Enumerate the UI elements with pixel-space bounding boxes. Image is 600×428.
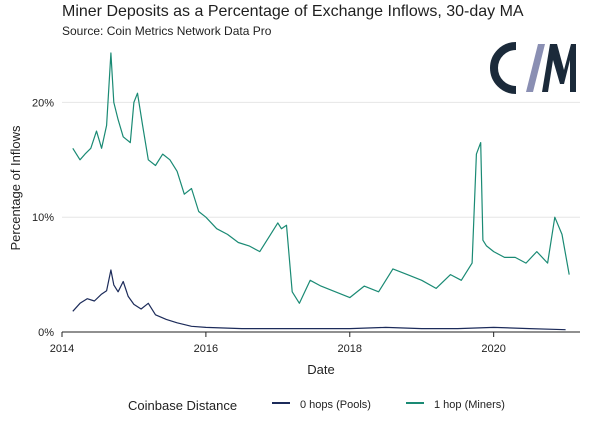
logo-slash-shape xyxy=(526,44,545,92)
chart-title: Miner Deposits as a Percentage of Exchan… xyxy=(62,3,524,20)
x-axis-ticks: 2014 2016 2018 2020 xyxy=(50,332,506,355)
legend-title: Coinbase Distance xyxy=(128,398,238,413)
coin-metrics-logo-icon xyxy=(490,42,576,94)
y-tick-label-0: 0% xyxy=(38,327,54,339)
legend-label-miners: 1 hop (Miners) xyxy=(434,399,505,411)
logo-c-shape xyxy=(490,42,517,94)
series-line-1 xyxy=(72,52,570,304)
x-axis-title: Date xyxy=(307,362,334,377)
logo-m-shape xyxy=(542,44,576,92)
legend-swatch-miners xyxy=(406,402,424,405)
x-tick-label-3: 2020 xyxy=(481,343,505,355)
y-axis-ticks: 0% 10% 20% xyxy=(32,97,54,339)
x-tick-label-1: 2016 xyxy=(194,343,218,355)
chart-subtitle: Source: Coin Metrics Network Data Pro xyxy=(62,24,272,38)
legend-item-pools: 0 hops (Pools) xyxy=(272,399,371,411)
y-tick-label-2: 20% xyxy=(32,97,54,109)
series-line-0 xyxy=(72,269,566,331)
legend-swatch-pools xyxy=(272,402,290,405)
legend-item-miners: 1 hop (Miners) xyxy=(406,399,505,411)
x-tick-label-0: 2014 xyxy=(50,343,74,355)
legend: Coinbase Distance 0 hops (Pools) 1 hop (… xyxy=(0,394,600,418)
y-axis-title: Percentage of Inflows xyxy=(8,125,23,251)
series-lines xyxy=(72,52,570,331)
x-tick-label-2: 2018 xyxy=(338,343,362,355)
legend-label-pools: 0 hops (Pools) xyxy=(300,399,371,411)
grid-lines xyxy=(62,101,580,333)
y-tick-label-1: 10% xyxy=(32,212,54,224)
